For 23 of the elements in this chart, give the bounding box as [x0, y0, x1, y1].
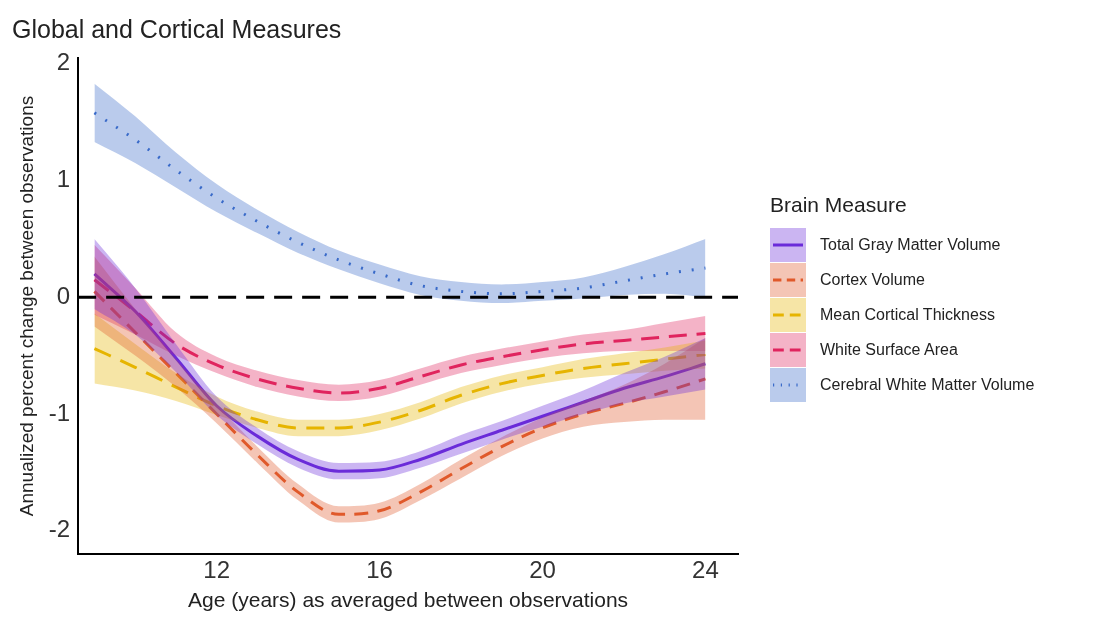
legend-label: Cortex Volume: [820, 270, 925, 289]
x-axis-title: Age (years) as averaged between observations: [188, 588, 629, 612]
line-series: [92, 278, 707, 395]
y-tick-label: 0: [56, 281, 71, 309]
y-tick-label: -2: [48, 515, 71, 543]
x-tick-label: 24: [692, 556, 719, 584]
y-axis-title: Annualized percent change between observations: [15, 95, 37, 517]
line-series: [92, 289, 707, 516]
line-series: [92, 347, 707, 430]
legend-title: Brain Measure: [770, 193, 908, 217]
y-tick-label: -1: [48, 398, 71, 426]
legend-label: Mean Cortical Thickness: [820, 305, 995, 324]
legend-label: Cerebral White Matter Volume: [820, 375, 1035, 394]
line-series: [92, 111, 707, 296]
x-tick-label: 16: [366, 556, 393, 584]
x-tick-label: 20: [529, 556, 556, 584]
chart-title: Global and Cortical Measures: [12, 14, 342, 43]
legend-label: Total Gray Matter Volume: [820, 235, 1001, 254]
y-tick-label: 1: [56, 165, 71, 193]
legend-label: White Surface Area: [820, 340, 958, 359]
y-tick-label: 2: [56, 48, 71, 76]
x-tick-label: 12: [203, 556, 230, 584]
line-series: [92, 272, 707, 473]
